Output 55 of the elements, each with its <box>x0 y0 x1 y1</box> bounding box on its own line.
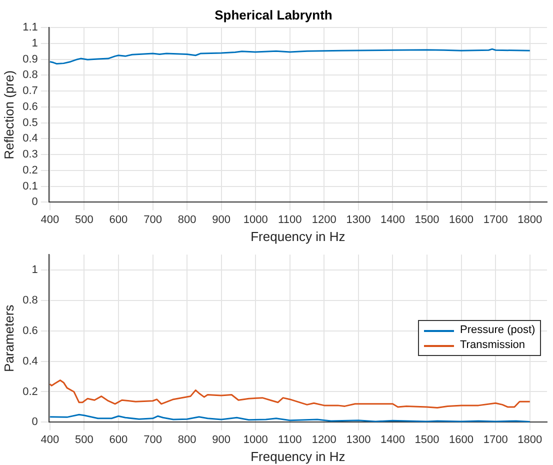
x-tick-label: 500 <box>75 214 94 226</box>
x-tick-label: 1600 <box>449 214 474 226</box>
x-tick-label: 1500 <box>414 434 440 446</box>
y-axis-title: Reflection (pre) <box>1 70 16 160</box>
x-tick-label: 1800 <box>518 214 542 226</box>
x-tick-label: 1300 <box>346 434 371 446</box>
y-tick-label: 0.4 <box>22 355 38 368</box>
x-tick-label: 400 <box>40 434 60 446</box>
x-tick-label: 1000 <box>243 434 268 446</box>
y-tick-label: 0.9 <box>22 53 38 66</box>
x-axis-title: Frequency in Hz <box>250 228 346 244</box>
y-tick-label: 0.3 <box>22 148 38 161</box>
x-tick-label: 600 <box>109 434 128 446</box>
x-axis-title: Frequency in Hz <box>250 448 346 464</box>
chart-title: Spherical Labrynth <box>214 7 332 22</box>
y-tick-label: 1 <box>32 38 38 50</box>
x-tick-label: 1700 <box>483 434 508 446</box>
x-tick-label: 800 <box>178 434 196 446</box>
y-tick-label: 0.6 <box>22 324 38 337</box>
x-tick-label: 1100 <box>278 434 302 446</box>
x-tick-label: 500 <box>75 434 94 446</box>
x-tick-label: 400 <box>40 214 60 226</box>
legend-label: Transmission <box>459 338 526 354</box>
x-tick-label: 1300 <box>346 214 371 226</box>
legend-label: Pressure (post) <box>459 323 536 338</box>
x-tick-label: 700 <box>144 434 162 446</box>
x-tick-label: 900 <box>212 434 231 446</box>
y-tick-label: 0.2 <box>22 164 38 176</box>
x-tick-label: 700 <box>144 214 162 226</box>
x-tick-label: 1200 <box>312 214 336 226</box>
x-tick-label: 1400 <box>380 214 405 226</box>
y-tick-label: 0 <box>32 416 38 428</box>
x-tick-label: 1000 <box>243 214 268 226</box>
x-tick-label: 1200 <box>312 434 336 446</box>
y-tick-label: 0.4 <box>22 132 38 145</box>
x-tick-label: 1100 <box>278 214 302 226</box>
y-axis-title: Parameters <box>1 304 16 372</box>
y-tick-label: 0.8 <box>22 69 38 82</box>
y-tick-label: 0 <box>32 196 38 208</box>
x-tick-label: 900 <box>212 214 231 226</box>
x-tick-label: 600 <box>109 214 128 226</box>
y-tick-label: 1.1 <box>22 22 38 34</box>
y-tick-label: 0.2 <box>22 386 38 398</box>
y-tick-label: 0.7 <box>22 85 38 98</box>
y-tick-label: 1 <box>32 264 38 276</box>
x-tick-label: 800 <box>178 214 196 226</box>
x-tick-label: 1600 <box>449 434 474 446</box>
y-tick-label: 0.6 <box>22 100 38 113</box>
y-tick-label: 0.8 <box>22 294 38 306</box>
y-tick-label: 0.1 <box>22 180 38 192</box>
y-tick-label: 0.5 <box>22 116 38 129</box>
x-tick-label: 1400 <box>380 434 405 446</box>
x-tick-label: 1500 <box>414 214 440 226</box>
x-tick-label: 1800 <box>518 434 542 446</box>
x-tick-label: 1700 <box>483 214 508 226</box>
